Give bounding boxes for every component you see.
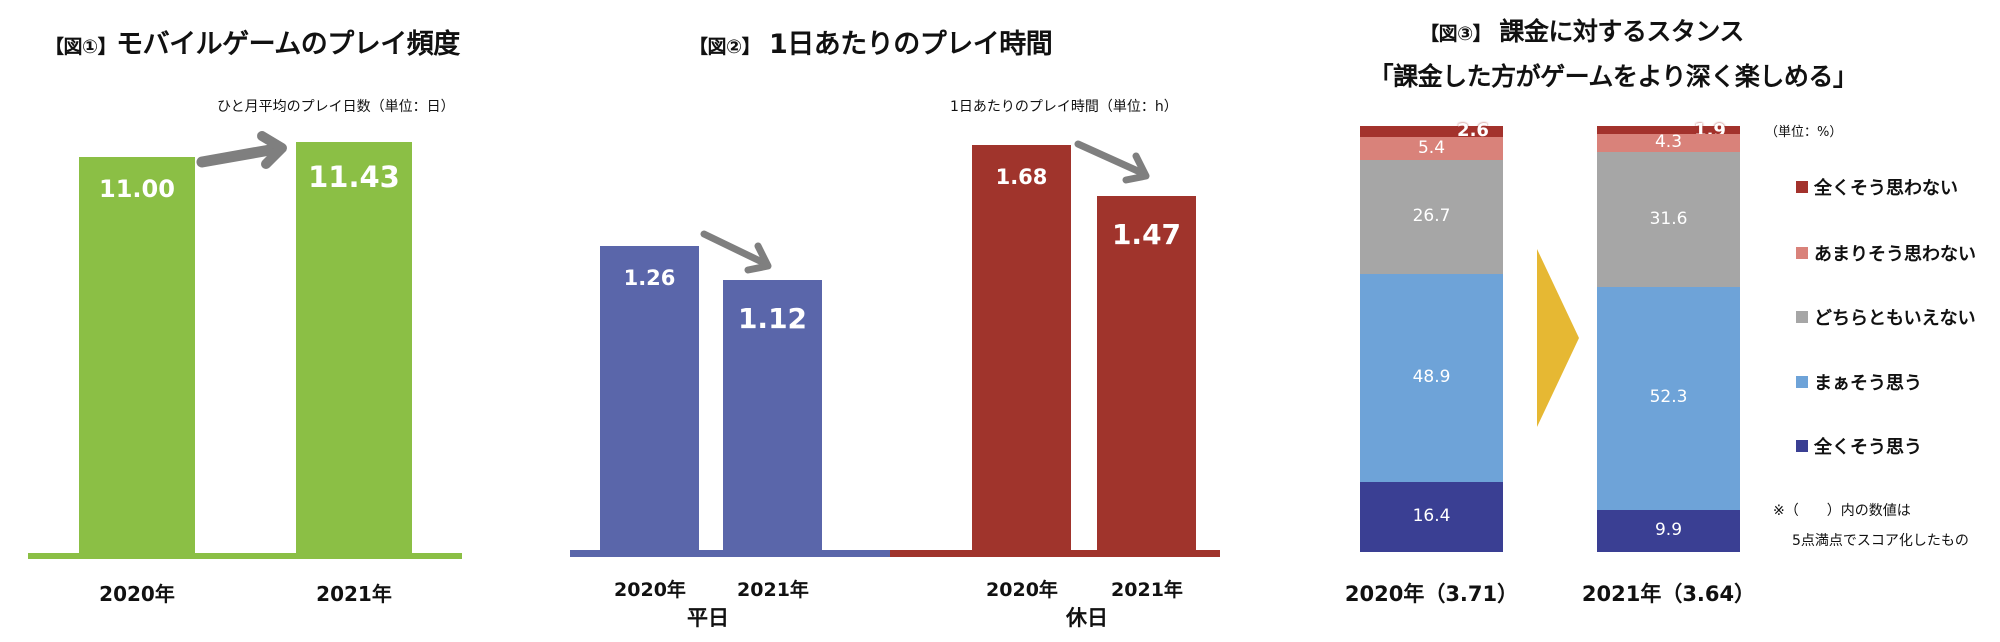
bar-1 xyxy=(296,141,412,553)
legend-swatch xyxy=(1796,247,1808,259)
x-tick-label-0: 2020年（3.71） xyxy=(1344,582,1519,606)
segment-label-1-1: 4.3 xyxy=(1654,132,1683,153)
chart2-title-text: 1日あたりのプレイ時間 xyxy=(769,29,1053,60)
group-label-0: 平日 xyxy=(687,606,729,630)
x-tick-label-1: 2021年（3.64） xyxy=(1581,582,1756,606)
segment-0-0 xyxy=(1360,126,1503,138)
bar-0-0 xyxy=(600,246,699,550)
bar-0 xyxy=(79,157,195,553)
chart1-title-text: モバイルゲームのプレイ頻度 xyxy=(116,29,460,60)
chart2-title-prefix: 【図②】 xyxy=(689,36,761,58)
segment-label-0-0: 2.6 xyxy=(1457,120,1489,141)
x-tick-label-0-1: 2021年 xyxy=(737,579,809,601)
segment-label-0-1: 5.4 xyxy=(1417,137,1446,158)
chart3-note-line1: ※（ ）内の数値は xyxy=(1773,503,1911,519)
segment-1-1 xyxy=(1597,134,1740,153)
bar-1-0 xyxy=(972,145,1071,550)
chart1-subtitle: ひと月平均のプレイ日数（単位：日） xyxy=(217,99,455,115)
legend-label: 全くそう思わない xyxy=(1814,178,1958,199)
legend-swatch xyxy=(1796,376,1808,388)
segment-label-1-3: 52.3 xyxy=(1649,387,1688,408)
data-label-0: 11.00 xyxy=(99,175,175,203)
data-label-0-1: 1.12 xyxy=(737,302,808,336)
x-tick-label-1-1: 2021年 xyxy=(1111,579,1183,601)
legend-label: まぁそう思う xyxy=(1814,373,1922,394)
chart3-title-prefix: 【図③】 xyxy=(1420,23,1492,45)
data-label-1-0: 1.68 xyxy=(995,165,1048,190)
x-tick-label-1-0: 2020年 xyxy=(986,579,1058,601)
legend-label: あまりそう思わない xyxy=(1814,244,1976,265)
segment-label-0-2: 26.7 xyxy=(1412,205,1451,226)
segment-1-0 xyxy=(1597,126,1740,135)
chart3-title-text: 課金に対するスタンス xyxy=(1499,17,1744,46)
chart1-title: 【図①】モバイルゲームのプレイ頻度 xyxy=(45,22,460,61)
segment-label-0-4: 16.4 xyxy=(1412,506,1451,527)
segment-0-3 xyxy=(1360,273,1503,483)
data-label-0-0: 1.26 xyxy=(623,266,676,291)
chart1-title-prefix: 【図①】 xyxy=(45,36,117,58)
legend-swatch xyxy=(1796,311,1808,323)
legend-item-1: あまりそう思わない xyxy=(1796,240,1976,266)
chart3-unit: （単位：%） xyxy=(1765,125,1843,140)
legend-item-0: 全くそう思わない xyxy=(1796,174,1958,200)
chart3-title: 【図③】 課金に対するスタンス xyxy=(1420,12,1744,48)
chart3-note-line2: 5点満点でスコア化したもの xyxy=(1792,533,1969,549)
x-tick-label-0: 2020年 xyxy=(99,582,175,606)
data-label-1-1: 1.47 xyxy=(1111,217,1182,251)
segment-0-2 xyxy=(1360,160,1503,274)
segment-label-0-3: 48.9 xyxy=(1412,366,1451,387)
legend-swatch xyxy=(1796,181,1808,193)
increase-arrow-icon xyxy=(196,131,287,169)
segment-1-4 xyxy=(1597,509,1740,552)
transition-arrow-icon xyxy=(1537,249,1579,427)
segment-label-1-2: 31.6 xyxy=(1649,208,1688,229)
legend-label: 全くそう思う xyxy=(1814,437,1922,458)
legend-label: どちらともいえない xyxy=(1814,308,1976,329)
bar-1-1 xyxy=(1097,195,1196,550)
chart3-subtitle: 「課金した方がゲームをより深く楽しめる」 xyxy=(1368,62,1858,91)
baseline-weekday xyxy=(570,550,890,557)
x-tick-label-0-0: 2020年 xyxy=(614,579,686,601)
bar-0-1 xyxy=(723,280,822,550)
segment-0-1 xyxy=(1360,137,1503,161)
legend-item-3: まぁそう思う xyxy=(1796,369,1922,395)
baseline-holiday xyxy=(890,550,1220,557)
segment-1-2 xyxy=(1597,152,1740,288)
decrease-arrow-icon xyxy=(700,230,772,274)
segment-label-1-4: 9.9 xyxy=(1654,519,1683,540)
segment-1-3 xyxy=(1597,287,1740,510)
x-tick-label-1: 2021年 xyxy=(316,582,392,606)
chart2-title: 【図②】 1日あたりのプレイ時間 xyxy=(689,22,1053,61)
legend-item-4: 全くそう思う xyxy=(1796,433,1922,459)
legend-item-2: どちらともいえない xyxy=(1796,304,1976,330)
decrease-arrow-icon xyxy=(1074,140,1150,184)
legend-swatch xyxy=(1796,440,1808,452)
baseline xyxy=(28,553,462,559)
segment-0-4 xyxy=(1360,482,1503,552)
chart2-subtitle: 1日あたりのプレイ時間（単位：h） xyxy=(950,99,1178,115)
group-label-1: 休日 xyxy=(1066,606,1108,630)
data-label-1: 11.43 xyxy=(308,159,400,194)
